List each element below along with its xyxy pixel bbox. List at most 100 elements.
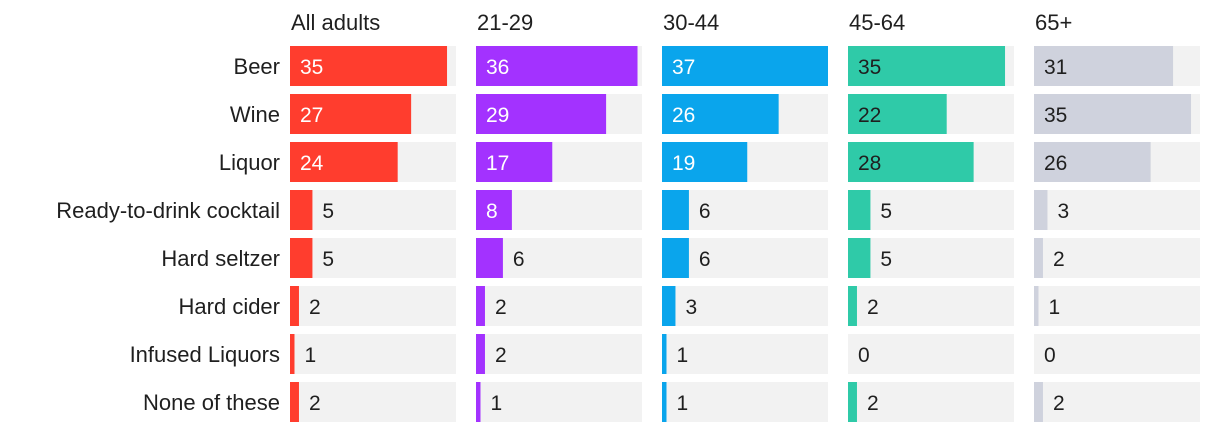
data-label: 26	[1044, 152, 1067, 175]
data-label: 5	[322, 248, 334, 271]
data-label: 1	[304, 344, 316, 367]
category-label: Liquor	[219, 150, 280, 175]
bar	[662, 46, 828, 86]
series-header: 30-44	[663, 10, 719, 35]
bar	[848, 142, 974, 182]
bar	[290, 142, 398, 182]
data-label: 24	[300, 152, 324, 175]
bar	[476, 238, 503, 278]
bar-background	[1034, 190, 1200, 230]
data-label: 1	[676, 344, 688, 367]
bar-background	[476, 286, 642, 326]
data-label: 2	[1053, 392, 1065, 415]
bar-background	[290, 334, 456, 374]
bar-background	[848, 286, 1014, 326]
data-label: 1	[490, 392, 502, 415]
bar-background	[662, 238, 828, 278]
data-label: 19	[672, 152, 695, 175]
data-label: 22	[858, 104, 881, 127]
bar-background	[476, 238, 642, 278]
series-header: 65+	[1035, 10, 1072, 35]
bar-background	[662, 334, 828, 374]
bar-background	[476, 334, 642, 374]
bar-background	[290, 238, 456, 278]
bar	[476, 334, 485, 374]
data-label: 5	[322, 200, 334, 223]
bar-background	[662, 382, 828, 422]
bar-background	[476, 382, 642, 422]
data-label: 0	[1044, 344, 1056, 367]
bar	[662, 334, 667, 374]
data-label: 1	[676, 392, 688, 415]
data-label: 5	[880, 248, 892, 271]
data-label: 2	[309, 296, 321, 319]
data-label: 26	[672, 104, 695, 127]
bar	[848, 238, 871, 278]
data-label: 27	[300, 104, 323, 127]
data-label: 3	[1057, 200, 1069, 223]
bar	[290, 382, 299, 422]
bar	[848, 382, 857, 422]
bar	[290, 46, 448, 86]
bar-background	[290, 286, 456, 326]
bar-background	[1034, 238, 1200, 278]
bar	[1034, 238, 1043, 278]
bar-background	[848, 382, 1014, 422]
series-header: 45-64	[849, 10, 905, 35]
data-label: 8	[486, 200, 498, 223]
category-label: Infused Liquors	[130, 342, 280, 367]
bar	[1034, 94, 1192, 134]
bar-background	[290, 382, 456, 422]
bar	[848, 46, 1006, 86]
data-label: 35	[300, 56, 323, 79]
category-label: Wine	[230, 102, 280, 127]
data-label: 35	[1044, 104, 1067, 127]
bar-background	[848, 238, 1014, 278]
bar-background	[1034, 382, 1200, 422]
bar	[662, 382, 667, 422]
series-header: All adults	[291, 10, 380, 35]
category-label: Beer	[234, 54, 280, 79]
bar	[290, 190, 313, 230]
bar	[1034, 382, 1043, 422]
data-label: 2	[867, 392, 879, 415]
bar	[848, 286, 857, 326]
bar-background	[848, 334, 1014, 374]
bar	[290, 334, 295, 374]
data-label: 6	[699, 200, 711, 223]
bar	[848, 190, 871, 230]
bar	[290, 238, 313, 278]
bar	[1034, 286, 1039, 326]
bar	[290, 94, 412, 134]
data-label: 0	[858, 344, 870, 367]
data-label: 6	[699, 248, 711, 271]
bar	[476, 94, 607, 134]
bar-background	[1034, 286, 1200, 326]
data-label: 2	[1053, 248, 1065, 271]
bar	[476, 142, 553, 182]
bar	[662, 94, 779, 134]
bar	[1034, 190, 1048, 230]
bar-background	[662, 286, 828, 326]
series-header: 21-29	[477, 10, 533, 35]
data-label: 2	[495, 296, 507, 319]
bar	[662, 142, 748, 182]
data-label: 3	[685, 296, 697, 319]
data-label: 2	[495, 344, 507, 367]
bar-background	[1034, 334, 1200, 374]
bar	[1034, 46, 1174, 86]
bar	[290, 286, 299, 326]
data-label: 1	[1048, 296, 1060, 319]
category-label: Hard seltzer	[161, 246, 280, 271]
bar	[662, 238, 689, 278]
data-label: 37	[672, 56, 695, 79]
bar	[476, 286, 485, 326]
category-label: Hard cider	[179, 294, 280, 319]
data-label: 28	[858, 152, 881, 175]
data-label: 29	[486, 104, 509, 127]
bar-background	[848, 190, 1014, 230]
data-label: 2	[309, 392, 321, 415]
data-label: 6	[513, 248, 525, 271]
category-label: Ready-to-drink cocktail	[56, 198, 280, 223]
